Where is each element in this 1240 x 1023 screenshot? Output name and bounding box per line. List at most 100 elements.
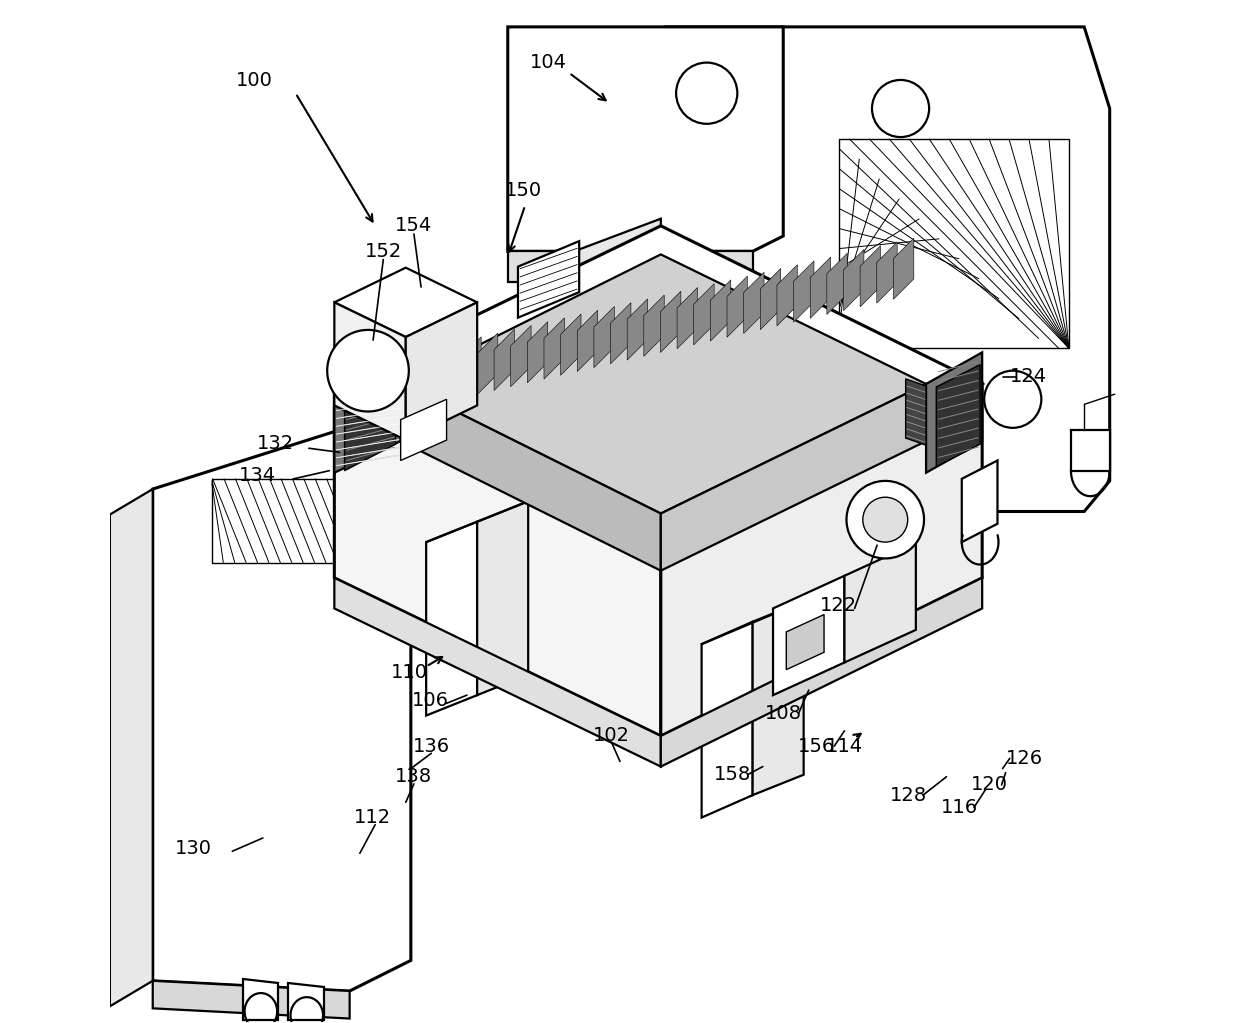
Text: 124: 124	[1009, 367, 1047, 387]
Text: 102: 102	[593, 726, 630, 746]
Text: 154: 154	[396, 216, 433, 235]
Polygon shape	[839, 139, 1069, 348]
Polygon shape	[893, 238, 914, 300]
Text: 132: 132	[257, 434, 294, 452]
Text: 120: 120	[971, 775, 1008, 795]
Text: 136: 136	[413, 737, 450, 756]
Polygon shape	[401, 384, 422, 448]
Polygon shape	[410, 348, 432, 409]
Polygon shape	[243, 979, 278, 1020]
Polygon shape	[544, 318, 564, 380]
Polygon shape	[1071, 430, 1110, 471]
Polygon shape	[702, 622, 753, 817]
Polygon shape	[661, 384, 926, 571]
Text: 106: 106	[412, 691, 449, 710]
Polygon shape	[711, 280, 730, 341]
Polygon shape	[511, 325, 531, 387]
Polygon shape	[507, 27, 784, 252]
Text: 150: 150	[505, 181, 542, 199]
Text: 156: 156	[799, 737, 836, 756]
Text: 134: 134	[239, 466, 277, 485]
Polygon shape	[405, 303, 477, 440]
Polygon shape	[844, 543, 916, 663]
Polygon shape	[644, 295, 665, 356]
Polygon shape	[661, 384, 982, 736]
Text: 152: 152	[365, 241, 402, 261]
Polygon shape	[527, 321, 548, 383]
Polygon shape	[335, 268, 477, 337]
Polygon shape	[610, 303, 631, 364]
Text: 100: 100	[237, 72, 273, 90]
Polygon shape	[843, 250, 864, 311]
Polygon shape	[666, 399, 722, 512]
Polygon shape	[444, 341, 465, 402]
Circle shape	[847, 481, 924, 559]
Text: 128: 128	[890, 786, 928, 805]
Polygon shape	[401, 384, 661, 571]
Polygon shape	[507, 252, 753, 282]
Polygon shape	[335, 384, 661, 736]
Text: 122: 122	[820, 595, 857, 615]
Polygon shape	[744, 272, 764, 333]
Polygon shape	[661, 578, 982, 766]
Polygon shape	[335, 407, 410, 450]
Text: 116: 116	[941, 798, 978, 816]
Polygon shape	[153, 407, 410, 991]
Polygon shape	[877, 241, 898, 303]
Polygon shape	[578, 310, 598, 371]
Polygon shape	[494, 329, 515, 391]
Text: 108: 108	[765, 704, 802, 723]
Polygon shape	[666, 27, 1110, 512]
Polygon shape	[962, 460, 997, 542]
Text: 138: 138	[396, 767, 433, 787]
Polygon shape	[477, 333, 497, 394]
Text: 130: 130	[175, 839, 212, 857]
Polygon shape	[926, 352, 982, 473]
Polygon shape	[428, 345, 448, 406]
Circle shape	[327, 329, 409, 411]
Circle shape	[863, 497, 908, 542]
Circle shape	[676, 62, 738, 124]
Polygon shape	[827, 254, 847, 314]
Polygon shape	[760, 268, 781, 329]
Text: 110: 110	[392, 663, 428, 682]
Polygon shape	[345, 360, 396, 471]
Polygon shape	[427, 522, 477, 715]
Circle shape	[872, 80, 929, 137]
Polygon shape	[661, 292, 681, 353]
Polygon shape	[677, 287, 698, 349]
Polygon shape	[574, 219, 661, 287]
Polygon shape	[594, 307, 614, 367]
Polygon shape	[477, 501, 528, 696]
Polygon shape	[936, 364, 980, 466]
Polygon shape	[794, 261, 813, 322]
Polygon shape	[289, 983, 324, 1020]
Polygon shape	[693, 283, 714, 345]
Polygon shape	[401, 399, 446, 460]
Polygon shape	[777, 265, 797, 326]
Circle shape	[985, 370, 1042, 428]
Polygon shape	[110, 489, 153, 1007]
Text: 114: 114	[826, 737, 863, 756]
Polygon shape	[401, 255, 926, 514]
Polygon shape	[753, 602, 804, 795]
Polygon shape	[335, 578, 661, 766]
Polygon shape	[861, 246, 880, 307]
Polygon shape	[773, 576, 844, 696]
Polygon shape	[810, 257, 831, 318]
Polygon shape	[905, 379, 926, 445]
Polygon shape	[666, 27, 686, 522]
Polygon shape	[461, 337, 481, 398]
Polygon shape	[335, 303, 405, 440]
Polygon shape	[153, 981, 350, 1019]
Polygon shape	[335, 352, 401, 473]
Text: 158: 158	[713, 765, 751, 785]
Polygon shape	[518, 241, 579, 318]
Text: 126: 126	[1006, 749, 1043, 768]
Polygon shape	[627, 299, 647, 360]
Polygon shape	[335, 226, 982, 542]
Polygon shape	[560, 314, 582, 375]
Text: 104: 104	[529, 53, 567, 72]
Polygon shape	[786, 615, 825, 670]
Text: 112: 112	[353, 808, 391, 827]
